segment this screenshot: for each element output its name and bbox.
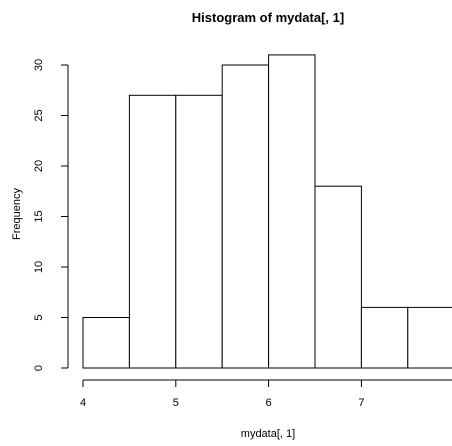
y-tick-label: 30 bbox=[33, 59, 45, 71]
y-tick-label: 5 bbox=[33, 314, 45, 320]
x-tick-label: 4 bbox=[80, 397, 86, 409]
histogram-bar bbox=[175, 94, 223, 369]
y-tick-label: 10 bbox=[33, 261, 45, 273]
x-tick-label: 6 bbox=[266, 397, 272, 409]
bars-group bbox=[82, 54, 452, 369]
y-tick-label: 0 bbox=[33, 365, 45, 371]
histogram-bar bbox=[268, 54, 316, 369]
y-tick-label: 20 bbox=[33, 160, 45, 172]
chart-title: Histogram of mydata[, 1] bbox=[192, 10, 344, 25]
y-axis-label: Frequency bbox=[11, 188, 23, 240]
histogram-bar bbox=[314, 185, 362, 369]
x-tick-label: 7 bbox=[358, 397, 364, 409]
histogram-bar bbox=[221, 64, 270, 369]
x-axis-label: mydata[, 1] bbox=[241, 428, 295, 440]
histogram-bar bbox=[407, 306, 452, 369]
y-axis: 0 5 10 15 20 25 30 bbox=[33, 59, 69, 371]
y-tick-label: 25 bbox=[33, 109, 45, 121]
histogram-bar bbox=[360, 306, 409, 369]
x-axis: 4 5 6 7 bbox=[80, 379, 452, 409]
y-tick-label: 15 bbox=[33, 210, 45, 222]
histogram-bar bbox=[128, 94, 177, 369]
x-tick-label: 5 bbox=[173, 397, 179, 409]
histogram-bar bbox=[82, 317, 130, 369]
